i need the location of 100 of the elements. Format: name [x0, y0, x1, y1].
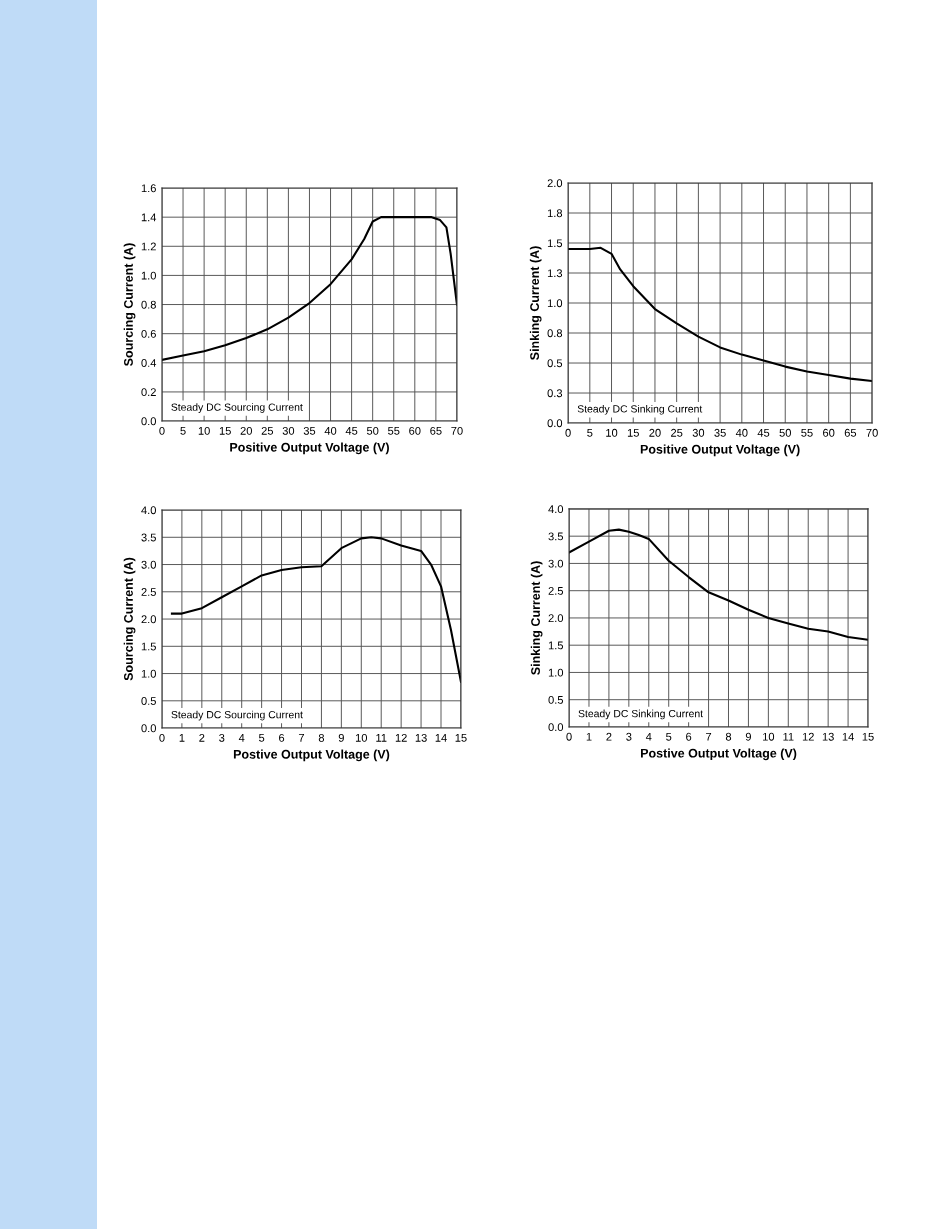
x-axis-title: Positive Output Voltage (V) — [230, 442, 389, 455]
x-tick-label: 1 — [179, 734, 185, 742]
x-tick-label: 35 — [303, 426, 316, 435]
y-tick-label: 1.0 — [141, 271, 156, 280]
x-tick-label: 60 — [823, 428, 835, 437]
y-tick-label: 1.3 — [547, 269, 563, 278]
y-tick-label: 0.5 — [547, 359, 563, 368]
y-tick-label: 1.0 — [548, 668, 564, 677]
x-tick-label: 4 — [238, 734, 245, 742]
x-tick-label: 14 — [842, 732, 854, 741]
x-tick-label: 9 — [745, 732, 751, 741]
y-tick-label: 0.4 — [141, 359, 157, 367]
x-tick-label: 25 — [261, 426, 274, 435]
y-tick-label: 4.0 — [141, 506, 156, 515]
x-tick-label: 7 — [706, 732, 712, 741]
x-tick-label: 50 — [779, 428, 791, 437]
x-axis-title: Postive Output Voltage (V) — [641, 748, 797, 761]
line-series — [170, 536, 461, 683]
x-tick-label: 15 — [455, 734, 467, 742]
x-tick-label: 10 — [606, 428, 618, 437]
y-axis-title: Sinking Current (A) — [530, 561, 543, 675]
y-tick-label: 1.8 — [547, 209, 563, 218]
y-tick-label: 2.0 — [547, 179, 563, 188]
y-tick-label: 0.6 — [141, 329, 156, 338]
x-tick-label: 5 — [258, 734, 265, 742]
y-tick-label: 1.5 — [548, 641, 564, 650]
x-tick-label: 4 — [645, 732, 652, 741]
y-tick-label: 0.5 — [141, 697, 156, 705]
annotation: Steady DC Sourcing Current — [171, 710, 303, 721]
line-series — [568, 246, 873, 383]
x-tick-label: 55 — [801, 428, 813, 437]
line-series — [161, 216, 457, 361]
x-tick-label: 25 — [671, 428, 683, 437]
y-tick-label: 1.2 — [141, 242, 156, 251]
x-tick-label: 3 — [219, 733, 225, 742]
y-tick-label: 3.5 — [548, 532, 564, 541]
x-tick-label: 60 — [409, 426, 421, 435]
y-tick-label: 2.5 — [141, 588, 156, 596]
y-tick-label: 1.4 — [141, 213, 157, 222]
x-axis-title: Positive Output Voltage (V) — [640, 444, 800, 457]
y-tick-label: 0.2 — [141, 388, 156, 397]
x-tick-label: 45 — [345, 427, 358, 435]
y-tick-label: 1.5 — [547, 239, 563, 248]
x-tick-label: 5 — [666, 732, 672, 741]
x-tick-label: 7 — [298, 734, 305, 742]
x-tick-label: 5 — [180, 427, 186, 435]
x-tick-label: 8 — [725, 732, 732, 741]
x-tick-label: 50 — [366, 426, 379, 435]
y-tick-label: 1.6 — [141, 184, 156, 193]
y-tick-label: 2.0 — [548, 614, 564, 623]
x-tick-label: 45 — [757, 428, 770, 437]
y-tick-label: 0.0 — [547, 419, 563, 428]
y-tick-label: 3.5 — [141, 533, 156, 542]
x-tick-label: 35 — [714, 428, 726, 437]
x-tick-label: 65 — [430, 426, 442, 435]
y-tick-label: 1.5 — [141, 642, 156, 651]
x-tick-label: 9 — [338, 733, 344, 742]
x-tick-label: 30 — [692, 428, 705, 437]
x-tick-label: 65 — [844, 428, 857, 437]
annotation: Steady DC Sinking Current — [577, 404, 703, 415]
y-tick-label: 4.0 — [548, 505, 564, 514]
annotation: Steady DC Sinking Current — [578, 709, 703, 720]
x-tick-label: 14 — [435, 734, 447, 742]
x-tick-label: 8 — [318, 733, 325, 742]
x-tick-label: 40 — [324, 426, 337, 435]
x-tick-label: 20 — [240, 426, 252, 435]
x-tick-label: 15 — [862, 732, 874, 741]
x-tick-label: 3 — [626, 732, 632, 741]
y-tick-label: 0.8 — [547, 329, 563, 338]
x-tick-label: 15 — [627, 428, 639, 437]
x-tick-label: 0 — [566, 732, 572, 741]
y-tick-label: 1.0 — [547, 299, 563, 308]
x-tick-label: 13 — [415, 733, 427, 742]
y-tick-label: 0.0 — [548, 723, 564, 732]
x-tick-label: 6 — [279, 733, 285, 742]
x-tick-label: 0 — [159, 426, 165, 435]
y-tick-label: 0.0 — [141, 724, 156, 733]
x-tick-label: 10 — [198, 426, 210, 435]
y-tick-label: 2.5 — [548, 586, 564, 595]
y-axis-title: Sourcing Current (A) — [123, 243, 136, 366]
x-tick-label: 6 — [686, 732, 692, 741]
x-tick-label: 11 — [783, 732, 794, 741]
x-tick-label: 10 — [355, 733, 368, 742]
y-tick-label: 0.5 — [548, 695, 564, 704]
y-axis-title: Sinking Current (A) — [529, 246, 542, 360]
x-tick-label: 13 — [822, 732, 834, 741]
x-tick-label: 70 — [451, 426, 463, 435]
y-axis-title: Sourcing Current (A) — [123, 557, 136, 681]
x-tick-label: 0 — [159, 733, 165, 742]
x-tick-label: 2 — [199, 733, 205, 742]
x-tick-label: 15 — [219, 427, 231, 435]
y-tick-label: 3.0 — [141, 560, 156, 569]
x-tick-label: 70 — [866, 428, 878, 437]
x-tick-label: 12 — [802, 732, 814, 741]
line-series — [569, 528, 869, 641]
x-axis-title: Postive Output Voltage (V) — [233, 749, 390, 762]
x-tick-label: 12 — [395, 733, 407, 742]
x-tick-label: 55 — [388, 427, 400, 435]
x-tick-label: 11 — [376, 734, 387, 742]
x-tick-label: 0 — [565, 428, 571, 437]
